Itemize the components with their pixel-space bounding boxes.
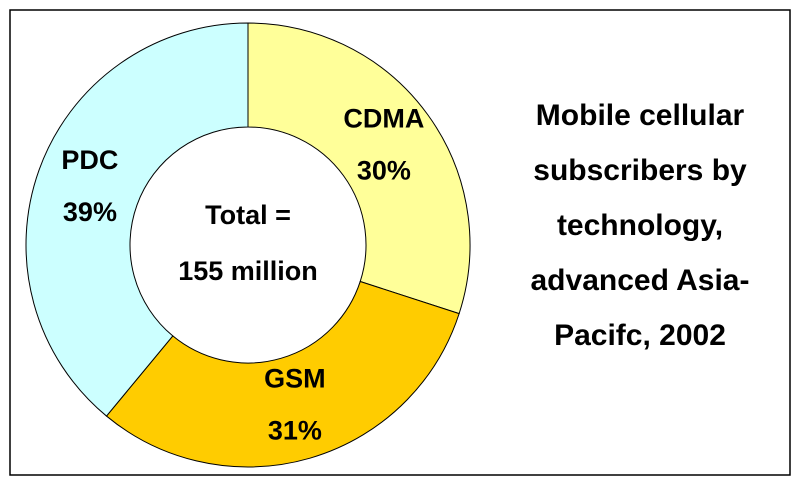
donut-slice [105, 280, 460, 468]
center-label: 155 million [178, 256, 318, 286]
slice-value-label: 39% [63, 197, 117, 227]
chart-title: Mobile cellular subscribers by technolog… [530, 99, 750, 352]
slice-category-label: PDC [61, 145, 118, 175]
slice-value-label: 30% [357, 155, 411, 185]
slice-value-label: 31% [268, 415, 322, 445]
donut-slice [25, 22, 249, 417]
center-label: Total = [205, 200, 291, 230]
slice-category-label: CDMA [343, 103, 424, 133]
slice-category-label: GSM [264, 363, 326, 393]
donut-slice [247, 22, 471, 315]
